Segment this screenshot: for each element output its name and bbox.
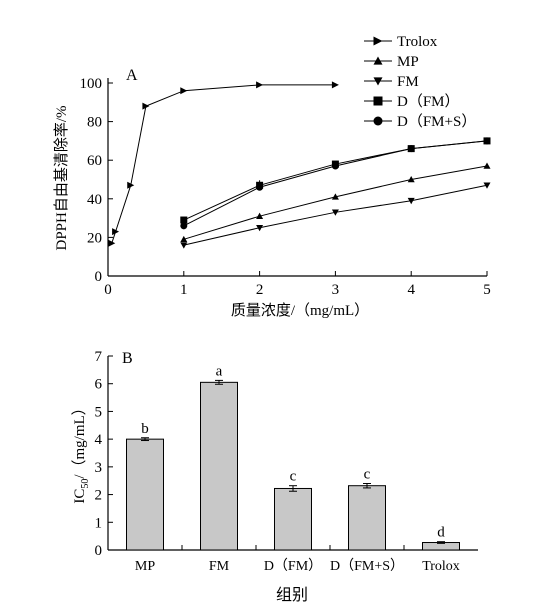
chart-b-bar-group: c D（FM+S） (330, 466, 404, 574)
chart-a-legend-marker (373, 96, 383, 106)
chart-b-category-label: FM (209, 559, 230, 574)
chart-b-y-tick-label: 1 (95, 515, 103, 531)
chart-b-y-axis-label-rest: /（mg/mL） (71, 400, 88, 478)
chart-b-y-axis-label-main: IC (72, 489, 88, 504)
chart-b-y-tick-label: 3 (95, 460, 103, 476)
chart-b-bars: b MP a FM c D（FM） c D（FM+S） d Trolox (126, 363, 460, 574)
chart-a-legend-label: D（FM+S） (397, 113, 476, 130)
chart-b-category-label: Trolox (422, 559, 460, 574)
chart-a-series-line (183, 140, 488, 221)
chart-a-series-2 (180, 182, 491, 249)
chart-a-x-tick-label: 5 (483, 282, 491, 298)
chart-a-legend-label: MP (397, 54, 419, 70)
chart-a-x-tick-label: 0 (104, 282, 112, 298)
chart-a-point (331, 209, 339, 216)
chart-a-legend-marker (373, 77, 383, 86)
chart-b-category-label: D（FM+S） (330, 558, 404, 574)
chart-a-point (407, 176, 415, 183)
chart-b-significance-label: a (216, 363, 223, 379)
chart-a-y-tick-label: 0 (95, 269, 103, 285)
chart-a-point (256, 224, 264, 232)
chart-b-bar (126, 438, 164, 551)
chart-a-legend-label: FM (397, 74, 419, 90)
chart-a-point (331, 193, 339, 200)
chart-a-x-tick-label: 3 (332, 282, 340, 298)
chart-a-legend-label: D（FM） (397, 93, 460, 110)
chart-b-category-label: D（FM） (264, 558, 322, 574)
chart-b-y-tick-label: 4 (95, 432, 103, 448)
chart-a-series (108, 81, 491, 249)
chart-a-y-tick-label: 100 (80, 76, 103, 92)
chart-b-panel-label: B (122, 350, 133, 367)
chart-a-panel-label: A (126, 67, 138, 84)
chart-a-legend-marker (373, 56, 383, 65)
chart-a-x-tick-label: 2 (256, 282, 264, 298)
chart-a-y-tick-label: 40 (87, 192, 102, 208)
chart-a-point (180, 235, 188, 243)
chart-a-point (256, 81, 264, 89)
chart-b-y-tick-label: 5 (95, 404, 103, 420)
chart-a-point (127, 181, 135, 189)
chart-b-significance-label: d (437, 525, 445, 541)
chart-a-point (483, 182, 491, 189)
chart-b-y-tick-label: 6 (95, 377, 103, 393)
chart-a-series-1 (180, 162, 491, 243)
chart-b-significance-label: b (141, 421, 149, 437)
chart-b-bar (200, 381, 238, 551)
chart-a-legend-item: D（FM） (364, 93, 460, 110)
chart-b-y-tick-label: 7 (95, 349, 103, 365)
chart-a-point (180, 222, 188, 230)
chart-a-y-tick-label: 80 (87, 115, 102, 131)
chart-b-y-tick-label: 2 (95, 488, 103, 504)
chart-a-axes: 0 20 40 60 80 100 0 1 2 3 4 5 (80, 76, 491, 298)
chart-a-point (142, 102, 150, 110)
chart-b-significance-label: c (364, 466, 371, 482)
chart-b-y-axis-label: IC50/（mg/mL） (71, 400, 91, 503)
chart-a-point (108, 239, 116, 247)
chart-a-legend-item: FM (364, 74, 419, 90)
chart-b-bar-group: c D（FM） (264, 469, 322, 574)
chart-a-legend-marker (373, 36, 383, 46)
chart-a-series-0 (108, 81, 339, 247)
chart-a-series-4 (180, 137, 491, 230)
chart-a-x-tick-label: 4 (407, 282, 415, 298)
chart-b-bar (348, 485, 386, 551)
chart-b-x-axis-label: 组别 (276, 586, 308, 604)
chart-a-legend-item: MP (364, 54, 419, 70)
chart-a-point (407, 197, 415, 205)
chart-a-point (256, 212, 264, 219)
chart-a-x-axis-label: 质量浓度/（mg/mL） (231, 302, 369, 319)
chart-b-bar-group: a FM (200, 363, 238, 574)
chart-a-point (483, 137, 491, 145)
chart-a-legend: Trolox MP FM D（FM） D（FM+S） (364, 34, 476, 130)
chart-a-point (180, 87, 188, 95)
chart-a-legend-marker (373, 116, 383, 126)
chart-a-y-tick-label: 60 (87, 153, 102, 169)
chart-a-point (180, 216, 188, 224)
chart-a-point (331, 81, 339, 89)
chart-a-point (407, 145, 415, 153)
chart-b-bar-group: d Trolox (422, 525, 460, 574)
chart-b-y-tick-label: 0 (95, 543, 103, 559)
chart-a-point (483, 162, 491, 169)
chart-b-y-axis-label-sub: 50 (80, 479, 91, 489)
chart-a-point (180, 242, 188, 249)
chart-a: A DPPH自由基清除率/% 质量浓度/（mg/mL） 020406080100… (53, 34, 491, 319)
chart-b-category-label: MP (135, 559, 155, 574)
chart-b-bar-group: b MP (126, 421, 164, 574)
chart-a-point (112, 228, 120, 236)
chart-a-legend-item: Trolox (364, 34, 438, 50)
chart-b-significance-label: c (290, 469, 297, 485)
chart-a-point (331, 162, 339, 170)
chart-a-y-axis-label: DPPH自由基清除率/% (53, 105, 70, 250)
chart-a-point (256, 183, 264, 191)
chart-a-y-tick-label: 20 (87, 230, 102, 246)
chart-b-bar (274, 487, 312, 551)
chart-a-x-tick-label: 1 (180, 282, 188, 298)
chart-a-legend-item: D（FM+S） (364, 113, 476, 130)
chart-a-legend-label: Trolox (397, 34, 438, 50)
